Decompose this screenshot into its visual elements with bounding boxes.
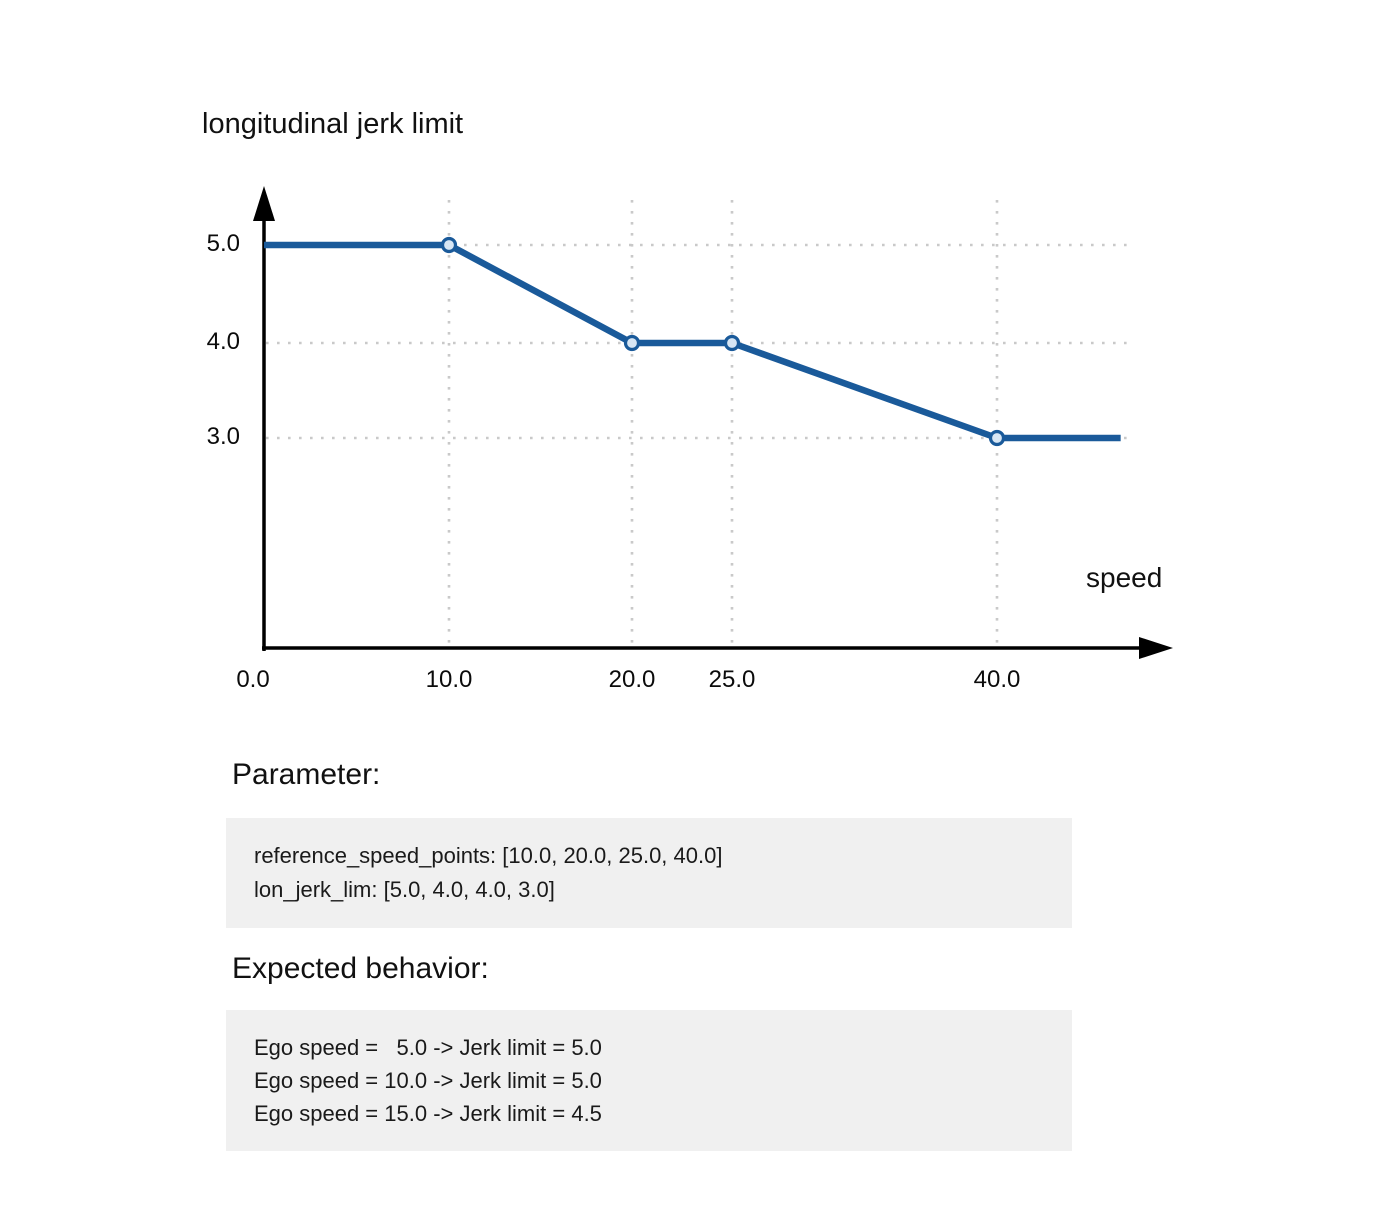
parameter-heading: Parameter: xyxy=(232,758,381,791)
parameter-line: reference_speed_points: [10.0, 20.0, 25.… xyxy=(254,843,723,868)
expected-behavior-line: Ego speed = 5.0 -> Jerk limit = 5.0 xyxy=(254,1035,602,1060)
data-point-marker xyxy=(440,236,458,254)
data-point-marker xyxy=(988,429,1006,447)
expected-behavior-heading: Expected behavior: xyxy=(232,952,489,985)
parameter-line: lon_jerk_lim: [5.0, 4.0, 4.0, 3.0] xyxy=(254,877,555,902)
y-axis-arrow-icon xyxy=(253,186,275,221)
jerk-limit-line xyxy=(264,241,1121,442)
expected-behavior-line: Ego speed = 10.0 -> Jerk limit = 5.0 xyxy=(254,1068,602,1093)
jerk-limit-chart xyxy=(253,186,1173,659)
data-point-marker xyxy=(723,334,741,352)
chart-title: longitudinal jerk limit xyxy=(202,108,464,140)
speed-axis-label: speed xyxy=(1086,562,1163,593)
x-axis-arrow-icon xyxy=(1139,637,1173,659)
data-point-marker xyxy=(623,334,641,352)
parameter-box: reference_speed_points: [10.0, 20.0, 25.… xyxy=(226,818,1072,928)
expected-behavior-line: Ego speed = 15.0 -> Jerk limit = 4.5 xyxy=(254,1101,602,1126)
expected-behavior-box: Ego speed = 5.0 -> Jerk limit = 5.0 Ego s… xyxy=(226,1010,1072,1151)
